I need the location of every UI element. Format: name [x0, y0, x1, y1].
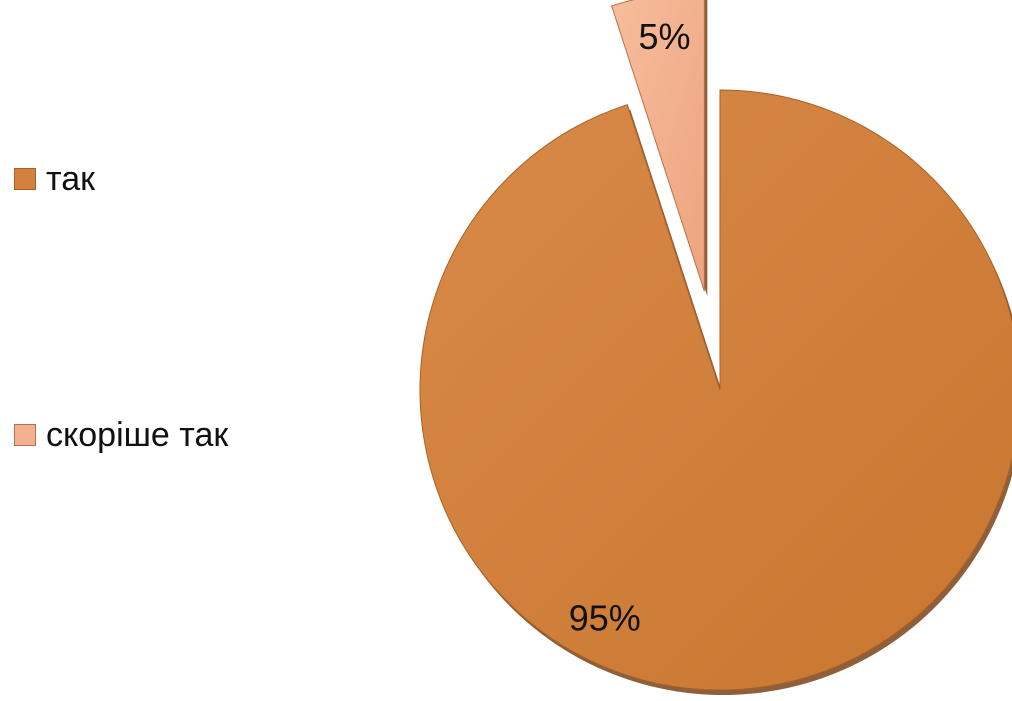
legend-item-skorishe-tak: скоріше так	[14, 418, 228, 452]
legend-label-skorishe-tak: скоріше так	[46, 416, 229, 454]
data-label-skorishe-tak: 5%	[638, 16, 690, 57]
legend-label-tak: так	[46, 160, 95, 198]
legend-swatch-tak	[14, 168, 36, 190]
legend-item-tak: так	[14, 162, 95, 196]
pie-slice-skorishe-tak	[611, 0, 705, 292]
data-label-tak: 95%	[569, 597, 641, 638]
legend-swatch-skorishe-tak	[14, 424, 36, 446]
pie-slice-tak	[419, 89, 1012, 691]
